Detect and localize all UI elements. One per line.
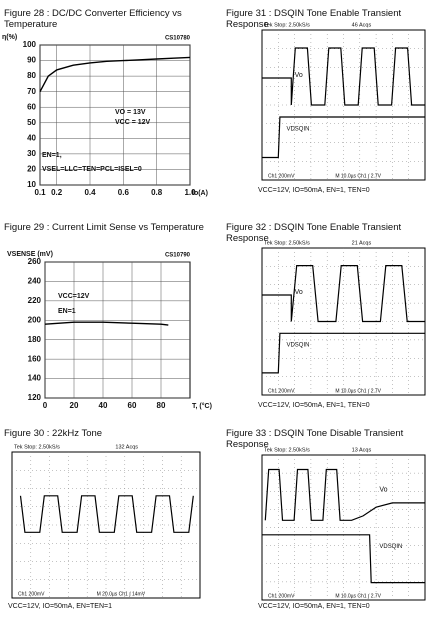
y-tick-label: 60 (27, 102, 36, 111)
annotation: VCC = 12V (115, 119, 151, 126)
figure-caption: Figure 29 : Current Limit Sense vs Tempe… (4, 222, 204, 233)
x-axis-label: Io(A) (192, 190, 208, 197)
y-tick-label: 70 (27, 87, 36, 96)
figure-code: CS10780 (165, 36, 191, 42)
scope-footer: M 10.0µs Ch1 ∫ 2.7V (335, 173, 381, 179)
x-tick-label: 40 (99, 401, 108, 410)
scope-caption: VCC=12V, IO=50mA, EN=1, TEN=0 (258, 187, 370, 194)
x-axis-label: T, (°C) (192, 402, 212, 410)
figure-caption: Figure 28 : DC/DC Converter Efficiency v… (4, 8, 182, 30)
y-tick-label: 160 (28, 354, 42, 363)
waveform-vo (264, 468, 425, 521)
figure-caption: Figure 33 : DSQIN Tone Disable Transient… (226, 428, 404, 450)
y-tick-label: 260 (28, 257, 42, 266)
x-tick-label: 20 (70, 401, 79, 410)
scope-acqs: 21 Acqs (352, 240, 372, 246)
scope-caption: VCC=12V, IO=50mA, EN=TEN=1 (8, 603, 112, 610)
scope-footer: Ch1 200mV (268, 388, 295, 394)
scope-rate: Tek Stop: 2.50kS/s (264, 22, 310, 28)
x-tick-label: 0.6 (118, 188, 130, 197)
scope-acqs: 46 Acqs (352, 22, 372, 28)
trace-label: Vo (379, 487, 387, 494)
waveform-vdsqin (262, 116, 425, 159)
scope-footer: M 10.0µs Ch1 ∫ 2.7V (335, 593, 381, 599)
trace-label: VDSQIN (379, 544, 402, 550)
y-tick-label: 100 (23, 40, 37, 49)
scope-footer: Ch1 200mV (268, 173, 295, 179)
x-tick-label: 60 (128, 401, 137, 410)
y-axis-label: VSENSE (mV) (7, 251, 53, 258)
scope-footer: Ch1 200mV (18, 591, 45, 597)
y-tick-label: 40 (27, 133, 36, 142)
x-tick-label: 0.8 (151, 188, 163, 197)
trace-label: VDSQIN (286, 343, 309, 349)
y-tick-label: 240 (28, 277, 42, 286)
x-tick-label: 0.4 (84, 188, 96, 197)
scope-rate: Tek Stop: 2.50kS/s (264, 447, 310, 453)
scope-caption: VCC=12V, IO=50mA, EN=1, TEN=0 (258, 402, 370, 409)
scope-footer: M 20.0µs Ch1 ∫ 14mV (97, 591, 146, 597)
x-tick-label: 0.2 (51, 188, 63, 197)
scope-caption: VCC=12V, IO=50mA, EN=1, TEN=0 (258, 603, 370, 610)
y-tick-label: 80 (27, 71, 36, 80)
figure-code: CS10790 (165, 253, 191, 259)
y-tick-label: 10 (27, 180, 36, 189)
annotation: VSEL=LLC=TEN=PCL=ISEL=0 (42, 166, 142, 173)
y-tick-label: 50 (27, 118, 36, 127)
plot-frame (44, 261, 191, 399)
trace-label: Vo (295, 289, 303, 296)
scope-rate: Tek Stop: 2.50kS/s (14, 444, 60, 450)
trace-label: Vo (295, 72, 303, 79)
annotation: EN=1, (42, 152, 62, 159)
figure-caption: Figure 31 : DSQIN Tone Enable Transient … (226, 8, 402, 30)
y-tick-label: 140 (28, 374, 42, 383)
annotation: EN=1 (58, 308, 76, 315)
annotation: VCC=12V (58, 293, 90, 300)
waveform-vo (19, 495, 194, 533)
annotation: VO = 13V (115, 109, 146, 116)
y-tick-label: 180 (28, 335, 42, 344)
y-axis-label: η(%) (2, 34, 17, 41)
waveform-vdsqin (262, 332, 425, 374)
x-tick-label: 80 (157, 401, 166, 410)
scope-footer: Ch1 200mV (268, 593, 295, 599)
waveform-vo (262, 47, 425, 106)
trace-label: VDSQIN (286, 127, 309, 133)
y-tick-label: 200 (28, 315, 42, 324)
scope-acqs: 132 Acqs (115, 444, 138, 450)
figure-caption: Figure 30 : 22kHz Tone (4, 428, 103, 439)
figure-caption: Figure 32 : DSQIN Tone Enable Transient … (226, 222, 402, 244)
x-tick-label: 0 (43, 401, 48, 410)
x-tick-label: 1.0 (184, 188, 196, 197)
y-tick-label: 20 (27, 165, 36, 174)
y-tick-label: 220 (28, 296, 42, 305)
y-tick-label: 120 (28, 393, 42, 402)
waveform-vdsqin (262, 534, 425, 584)
data-line (39, 56, 191, 93)
data-line (44, 321, 169, 326)
x-tick-label: 0.1 (34, 188, 46, 197)
scope-acqs: 13 Acqs (352, 447, 372, 453)
scope-footer: M 10.0µs Ch1 ∫ 2.7V (335, 388, 381, 394)
scope-rate: Tek Stop: 2.50kS/s (264, 240, 310, 246)
waveform-vo (262, 265, 425, 323)
y-tick-label: 30 (27, 149, 36, 158)
y-tick-label: 90 (27, 56, 36, 65)
